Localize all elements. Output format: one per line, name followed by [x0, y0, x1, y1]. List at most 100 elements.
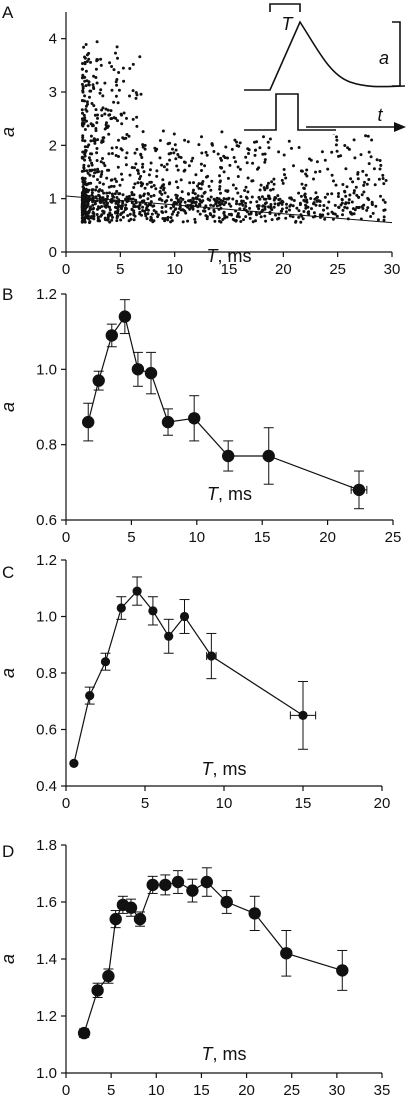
scatter-point — [259, 183, 263, 187]
scatter-point — [232, 156, 236, 159]
scatter-point — [162, 186, 166, 190]
scatter-point — [114, 116, 118, 120]
scatter-point — [96, 178, 99, 182]
scatter-point — [224, 145, 228, 149]
scatter-point — [116, 56, 119, 60]
scatter-point — [242, 207, 246, 211]
scatter-point — [344, 167, 348, 171]
scatter-point — [108, 113, 112, 117]
inset-schematic: Ta t — [238, 3, 408, 134]
scatter-point — [152, 184, 156, 187]
scatter-point — [83, 55, 86, 59]
data-point — [105, 329, 119, 342]
scatter-point — [89, 181, 93, 185]
scatter-point — [348, 193, 352, 197]
scatter-point — [100, 189, 104, 193]
scatter-point — [284, 176, 288, 180]
scatter-point — [255, 204, 259, 208]
scatter-point — [347, 147, 351, 151]
scatter-point — [98, 181, 102, 185]
scatter-point — [117, 192, 121, 196]
panel-letter: C — [2, 563, 14, 582]
scatter-point — [107, 185, 111, 189]
data-point — [262, 449, 275, 463]
scatter-point — [361, 169, 365, 173]
scatter-point — [367, 178, 371, 181]
scatter-point — [81, 217, 85, 221]
scatter-point — [80, 99, 84, 103]
scatter-point — [257, 166, 261, 170]
scatter-point — [175, 164, 179, 168]
data-point — [69, 758, 79, 769]
scatter-point — [378, 159, 382, 162]
scatter-point — [204, 150, 208, 154]
inset-duration-bracket — [269, 3, 301, 12]
scatter-point — [156, 213, 160, 217]
scatter-point — [334, 143, 338, 147]
scatter-point — [93, 171, 97, 175]
scatter-point — [244, 215, 248, 219]
scatter-point — [249, 200, 253, 204]
scatter-point — [340, 198, 344, 202]
scatter-point — [96, 138, 100, 142]
y-tick-label: 0.8 — [36, 665, 57, 682]
scatter-point — [146, 204, 149, 208]
scatter-point — [238, 207, 242, 211]
scatter-point — [229, 204, 233, 208]
scatter-point — [110, 88, 114, 92]
scatter-point — [134, 162, 138, 166]
scatter-point — [116, 119, 119, 123]
scatter-point — [95, 81, 99, 85]
scatter-point — [88, 95, 91, 99]
scatter-point — [280, 202, 284, 206]
scatter-point — [297, 209, 301, 213]
scatter-point — [207, 184, 211, 188]
scatter-point — [141, 162, 145, 166]
scatter-point — [236, 165, 240, 169]
scatter-point — [81, 136, 85, 140]
scatter-point — [84, 206, 88, 210]
scatter-point — [258, 146, 262, 150]
scatter-point — [99, 214, 103, 218]
scatter-point — [87, 80, 91, 84]
scatter-point — [226, 156, 229, 160]
scatter-point — [87, 83, 91, 86]
scatter-point — [171, 147, 174, 151]
scatter-point — [115, 83, 119, 87]
scatter-point — [179, 196, 183, 200]
scatter-point — [161, 217, 165, 220]
scatter-point — [266, 140, 270, 144]
scatter-point — [80, 207, 84, 211]
scatter-point — [138, 194, 142, 198]
scatter-point — [367, 150, 371, 154]
scatter-point — [306, 211, 310, 215]
scatter-point — [190, 159, 194, 163]
scatter-point — [330, 173, 334, 177]
scatter-point — [191, 156, 195, 160]
scatter-point — [155, 174, 159, 178]
scatter-point — [187, 164, 191, 168]
scatter-point — [93, 199, 97, 203]
scatter-point — [84, 43, 88, 46]
scatter-point — [86, 102, 89, 106]
scatter-point — [331, 217, 335, 221]
scatter-point — [89, 134, 93, 138]
scatter-point — [91, 83, 95, 87]
scatter-point — [176, 186, 180, 189]
scatter-point — [200, 194, 204, 198]
scatter-point — [248, 206, 252, 210]
scatter-point — [161, 211, 165, 214]
scatter-point — [349, 177, 353, 181]
scatter-point — [116, 208, 120, 211]
scatter-point — [92, 217, 96, 221]
scatter-point — [173, 208, 177, 211]
scatter-point — [352, 191, 356, 195]
scatter-point — [347, 198, 351, 202]
scatter-point — [85, 60, 89, 63]
scatter-point — [117, 88, 121, 92]
scatter-point — [120, 211, 124, 215]
scatter-point — [143, 209, 146, 213]
scatter-point — [94, 195, 98, 199]
scatter-point — [139, 174, 143, 178]
scatter-point — [226, 189, 230, 193]
